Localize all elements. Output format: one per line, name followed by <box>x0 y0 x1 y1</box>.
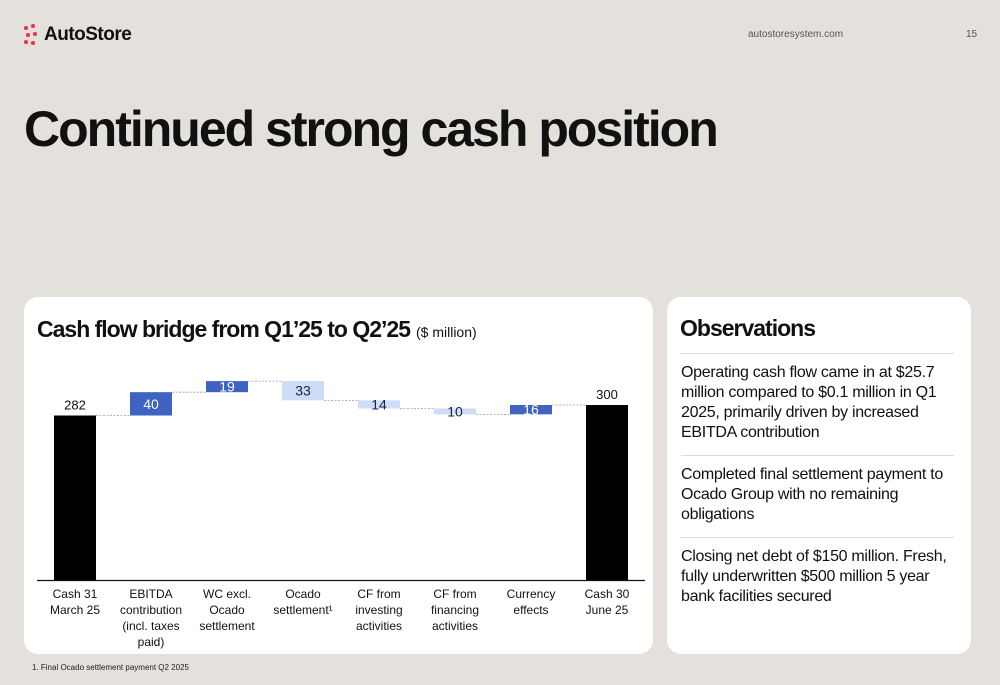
data-label: 40 <box>143 396 159 412</box>
autostore-dots-icon <box>24 24 40 46</box>
data-label: 300 <box>596 387 618 402</box>
waterfall-chart: 282 40 19 33 14 10 16 300 <box>37 379 645 582</box>
x-tick-label: CF from investing activities <box>355 587 403 633</box>
footnote: 1. Final Ocado settlement payment Q2 202… <box>32 663 189 672</box>
chart-card: Cash flow bridge from Q1’25 to Q2’25 ($ m… <box>24 297 653 654</box>
page-number: 15 <box>966 29 978 40</box>
autostore-logo: AutoStore <box>24 24 132 46</box>
x-tick-label: WC excl. Ocado settlement <box>199 587 255 633</box>
increase-bar <box>130 392 172 416</box>
observations-card: Observations Operating cash flow came in… <box>667 297 971 654</box>
increase-bar <box>206 381 248 393</box>
decrease-bar <box>282 381 324 401</box>
chart-title-text: Cash flow bridge from Q1’25 to Q2’25 <box>37 316 411 342</box>
x-tick-label: Cash 30 June 25 <box>584 587 630 617</box>
increase-bar <box>510 405 552 415</box>
x-tick-label: Ocado settlement¹ <box>273 587 333 617</box>
observations-list: Operating cash flow came in at $25.7 mil… <box>681 353 954 619</box>
observation-item: Closing net debt of $150 million. Fresh,… <box>681 537 954 619</box>
decrease-bar <box>358 400 400 409</box>
x-tick-label: Cash 31 March 25 <box>49 587 101 617</box>
decrease-bar <box>434 408 476 415</box>
observation-item: Completed final settlement payment to Oc… <box>681 455 954 537</box>
data-label: 33 <box>295 383 311 399</box>
logo-text: AutoStore <box>44 24 132 45</box>
data-label: 19 <box>219 379 235 395</box>
total-bar <box>586 405 628 580</box>
observation-item: Operating cash flow came in at $25.7 mil… <box>681 353 954 455</box>
chart-title: Cash flow bridge from Q1’25 to Q2’25 ($ m… <box>37 316 477 343</box>
total-bar <box>54 415 96 580</box>
x-tick-label: CF from financing activities <box>430 587 480 633</box>
data-label: 14 <box>371 396 387 412</box>
page-title: Continued strong cash position <box>24 101 719 157</box>
observations-title: Observations <box>680 315 816 341</box>
data-label: 282 <box>64 398 86 413</box>
data-label: 10 <box>447 403 463 419</box>
x-tick-label: Currency effects <box>506 587 556 617</box>
chart-unit: ($ million) <box>415 324 477 340</box>
site-url: autostoresystem.com <box>748 29 844 40</box>
data-label: 16 <box>523 402 539 418</box>
x-tick-label: EBITDA contribution (incl. taxes paid) <box>119 587 183 649</box>
